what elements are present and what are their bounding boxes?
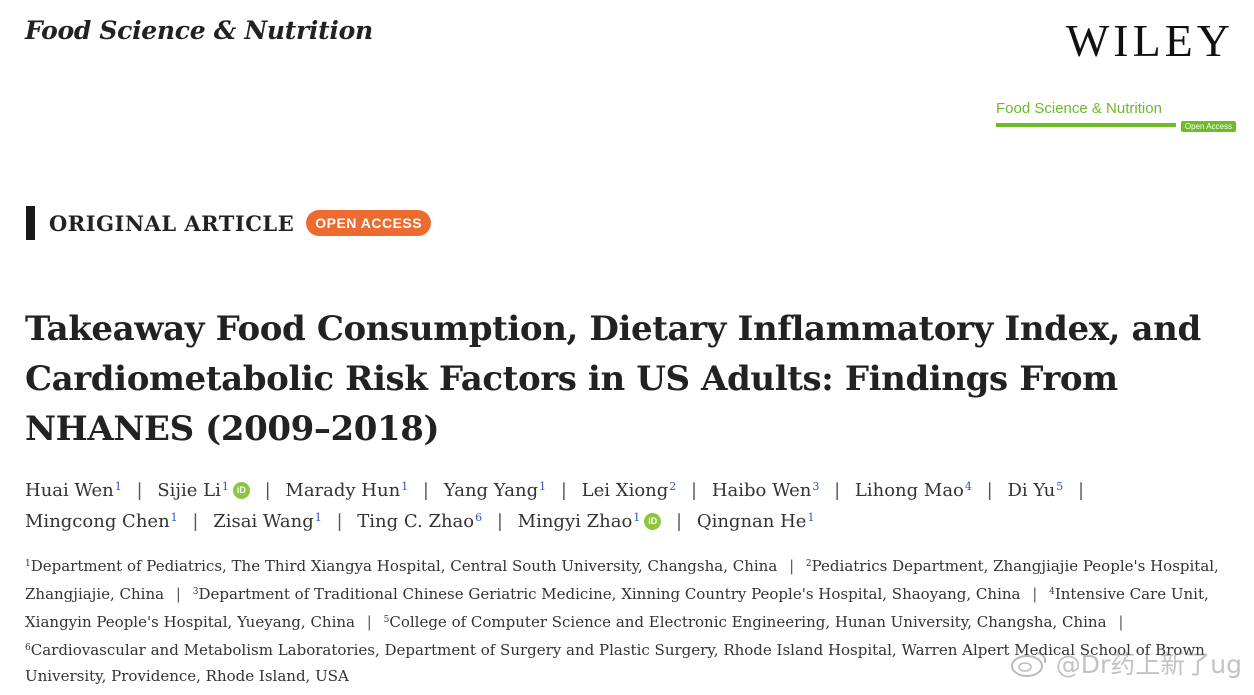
author-separator: | [560,480,567,501]
author-name-text: Huai Wen [25,480,114,501]
author-affiliation-number[interactable]: 2 [669,480,677,493]
open-access-badge[interactable]: OPEN ACCESS [306,210,432,236]
author-separator: | [691,480,698,501]
author-separator: | [136,480,143,501]
author-name-text: Marady Hun [285,480,401,501]
author-name-text: Qingnan He [696,511,807,532]
author-name[interactable]: Lihong Mao4 [855,480,972,501]
author-affiliation-number[interactable]: 1 [633,511,641,524]
article-type-bar [26,206,35,240]
affiliation: 5College of Computer Science and Electro… [384,613,1107,631]
author-affiliation-number[interactable]: 5 [1056,480,1064,493]
author-name[interactable]: Huai Wen1 [25,480,122,501]
author-affiliation-number[interactable]: 1 [114,480,122,493]
affiliation-number: 3 [192,587,199,597]
author-affiliation-number[interactable]: 1 [401,480,409,493]
author-affiliation-number[interactable]: 3 [812,480,820,493]
author-name-text: Haibo Wen [711,480,812,501]
weibo-icon [1010,652,1046,677]
author-name-text: Lei Xiong [581,480,669,501]
watermark: @Dr药上新了ug [1010,645,1242,681]
author-name-text: Ting C. Zhao [357,511,475,532]
orcid-icon[interactable]: iD [644,513,662,530]
author-affiliation-number[interactable]: 1 [807,511,815,524]
author-name[interactable]: Yang Yang1 [444,480,546,501]
author-affiliation-number[interactable]: 6 [475,511,483,524]
affiliation-separator: | [789,557,795,575]
affiliation-text: College of Computer Science and Electron… [389,613,1107,631]
author-name[interactable]: Lei Xiong2 [582,480,677,501]
affiliation: 4Intensive Care Unit, Xiangyin People's … [25,585,1209,631]
author-name[interactable]: Haibo Wen3 [712,480,820,501]
affiliation-number: 2 [805,559,812,569]
affiliation-text: Department of Traditional Chinese Geriat… [198,585,1021,603]
orcid-icon[interactable]: iD [232,482,250,499]
affiliation-number: 1 [25,559,31,569]
author-name-text: Di Yu [1007,480,1056,501]
author-name[interactable]: Mingcong Chen1 [25,511,178,532]
publisher-logo: WILEY [1065,15,1234,66]
author-name-text: Yang Yang [443,480,539,501]
author-name[interactable]: Di Yu5 [1007,480,1063,501]
journal-badge-bar [996,123,1176,127]
author-name-text: Mingcong Chen [25,511,170,532]
author-separator: | [834,480,841,501]
author-name[interactable]: Marady Hun1 [285,480,408,501]
author-name-text: Mingyi Zhao [517,511,633,532]
affiliation-text: Cardiovascular and Metabolism Laboratori… [25,641,1205,685]
affiliation-list: 1Department of Pediatrics, The Third Xia… [25,551,1225,689]
affiliation: 6Cardiovascular and Metabolism Laborator… [25,641,1205,685]
affiliation: 2Pediatrics Department, Zhangjiajie Peop… [25,557,1219,603]
author-name[interactable]: Mingyi Zhao1 iD [518,511,662,532]
author-affiliation-number[interactable]: 1 [170,511,178,524]
watermark-text: @Dr药上新了ug [1055,650,1242,679]
affiliation-number: 6 [25,643,31,653]
author-separator: | [1078,480,1085,501]
affiliation-separator: | [366,613,372,631]
author-affiliation-number[interactable]: 1 [539,480,547,493]
affiliation-number: 5 [383,615,390,625]
author-separator: | [336,511,343,532]
affiliation-separator: | [1032,585,1038,603]
article-type-row: ORIGINAL ARTICLE OPEN ACCESS [26,206,432,240]
affiliation-text: Department of Pediatrics, The Third Xian… [30,557,778,575]
author-affiliation-number[interactable]: 4 [964,480,972,493]
author-affiliation-number[interactable]: 1 [314,511,322,524]
author-name-text: Sijie Li [157,480,221,501]
journal-badge-title: Food Science & Nutrition [996,100,1162,117]
journal-badge: Food Science & Nutrition Open Access [996,100,1236,132]
article-type: ORIGINAL ARTICLE [49,210,295,236]
affiliation-text: Pediatrics Department, Zhangjiajie Peopl… [25,557,1219,603]
author-separator: | [422,480,429,501]
author-separator: | [986,480,993,501]
author-affiliation-number[interactable]: 1 [221,480,229,493]
affiliation: 1Department of Pediatrics, The Third Xia… [25,557,777,575]
journal-name: Food Science & Nutrition [25,16,373,45]
author-list: Huai Wen1 | Sijie Li1 iD | Marady Hun1 | … [25,473,1240,535]
affiliation-number: 4 [1049,587,1055,597]
author-separator: | [496,511,503,532]
author-separator: | [264,480,271,501]
author-separator: | [192,511,199,532]
open-access-tag: Open Access [1180,121,1236,132]
author-name-text: Lihong Mao [854,480,964,501]
author-name[interactable]: Zisai Wang1 [213,511,322,532]
affiliation: 3Department of Traditional Chinese Geria… [193,585,1021,603]
affiliation-separator: | [175,585,181,603]
author-name-text: Zisai Wang [213,511,314,532]
author-name[interactable]: Qingnan He1 [697,511,815,532]
affiliation-separator: | [1118,613,1124,631]
author-name[interactable]: Sijie Li1 iD [157,480,250,501]
author-name[interactable]: Ting C. Zhao6 [357,511,482,532]
article-title: Takeaway Food Consumption, Dietary Infla… [25,309,1201,449]
affiliation-text: Intensive Care Unit, Xiangyin People's H… [25,585,1209,631]
author-separator: | [676,511,683,532]
